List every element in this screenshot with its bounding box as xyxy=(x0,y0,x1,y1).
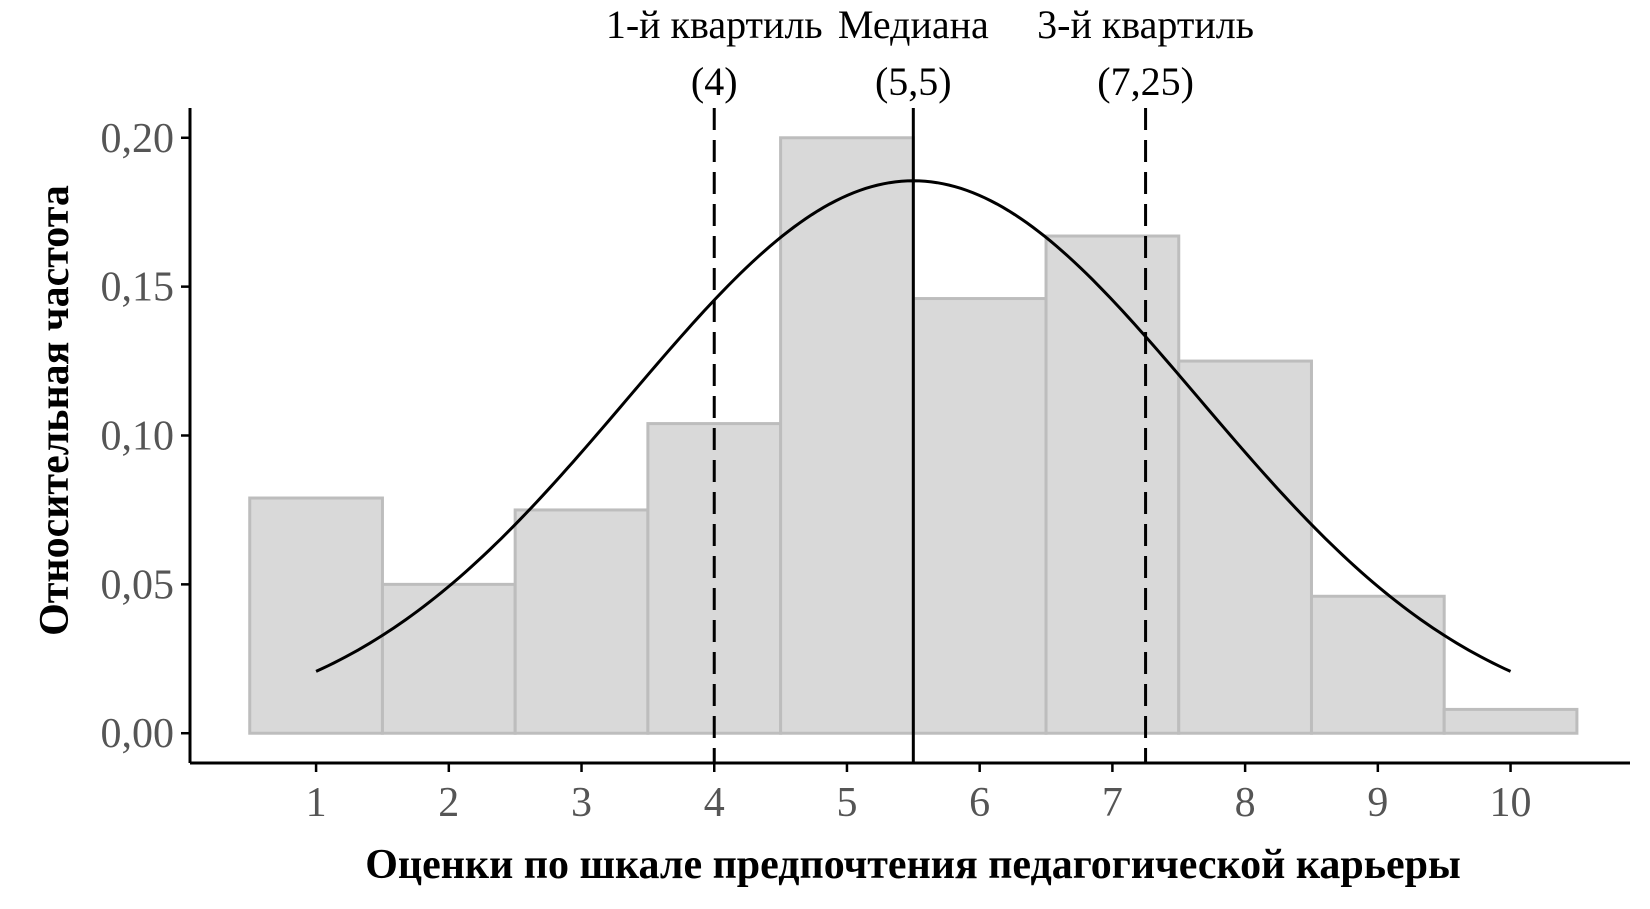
quartile-lines xyxy=(712,108,1148,763)
annotation-label-1: 1-й квартиль xyxy=(606,2,823,47)
histogram-bar-7 xyxy=(1044,234,1181,735)
x-tick-label-3: 3 xyxy=(571,780,592,826)
x-tick-label-9: 9 xyxy=(1367,780,1388,826)
y-axis-ticks: 0,00 0,05 0,10 0,15 0,20 xyxy=(101,116,190,757)
x-axis-title: Оценки по шкале предпочтения педагогичес… xyxy=(365,842,1461,888)
y-tick-label-3: 0,15 xyxy=(101,265,175,311)
histogram-bar-10 xyxy=(1442,707,1579,735)
histogram-bar-9 xyxy=(1309,594,1446,735)
y-tick-label-2: 0,10 xyxy=(101,414,175,460)
annotation-value-1: (4) xyxy=(691,59,738,104)
x-tick-label-7: 7 xyxy=(1102,780,1123,826)
quartile-annotations: 1-й квартиль (4) Медиана (5,5) 3-й квартиль (… xyxy=(606,2,1254,104)
annotation-label-3: 3-й квартиль xyxy=(1037,2,1254,47)
annotation-label-2: Медиана xyxy=(838,2,989,47)
y-tick-label-0: 0,00 xyxy=(101,711,175,757)
annotation-value-3: (7,25) xyxy=(1097,59,1194,104)
y-tick-label-4: 0,20 xyxy=(101,116,175,162)
x-tick-label-8: 8 xyxy=(1235,780,1256,826)
histogram-bar-8 xyxy=(1177,359,1313,735)
x-tick-label-1: 1 xyxy=(306,780,327,826)
histogram-bar-1 xyxy=(248,496,384,735)
x-tick-label-5: 5 xyxy=(836,780,857,826)
y-axis-title: Относительная частота xyxy=(32,185,78,636)
y-tick-label-1: 0,05 xyxy=(101,562,175,608)
annotation-value-2: (5,5) xyxy=(875,59,952,104)
histogram-bar-3 xyxy=(513,508,650,735)
histogram-bar-5 xyxy=(779,136,915,735)
x-tick-label-4: 4 xyxy=(704,780,725,826)
x-axis-ticks: 1 2 3 4 5 6 7 8 9 10 xyxy=(306,763,1532,826)
histogram-bar-2 xyxy=(380,582,517,735)
x-tick-label-2: 2 xyxy=(438,780,459,826)
histogram-bar-6 xyxy=(911,297,1048,735)
histogram-bars xyxy=(248,136,1579,735)
x-tick-label-6: 6 xyxy=(969,780,990,826)
x-tick-label-10: 10 xyxy=(1490,780,1532,826)
